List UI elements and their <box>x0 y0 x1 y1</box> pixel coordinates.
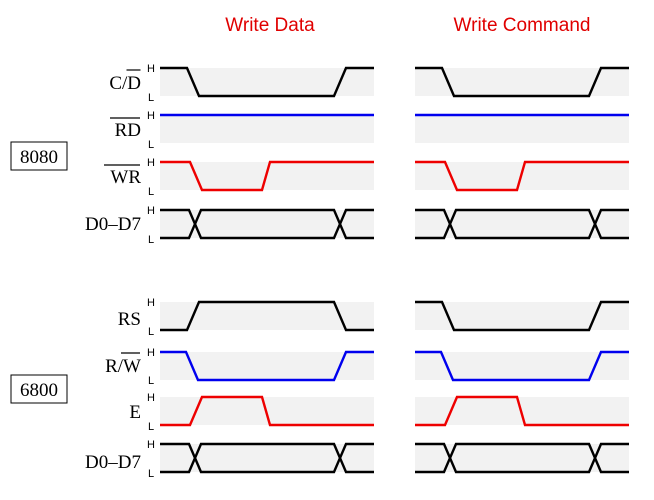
waveform-c-d-write-data <box>160 66 374 98</box>
waveform-wr-write-command <box>415 160 629 192</box>
signal-label-c-d: C/D <box>109 69 141 94</box>
waveform-rs-write-command <box>415 300 629 332</box>
signal-label-text: C/D <box>109 73 141 94</box>
svg-text:8080: 8080 <box>20 147 58 168</box>
signal-label-e: E <box>129 402 141 423</box>
low-mark: L <box>148 186 154 198</box>
column-title-write-command: Write Command <box>454 15 591 36</box>
high-mark: H <box>147 347 155 359</box>
waveform-rs-write-data <box>160 300 374 332</box>
low-mark: L <box>148 92 154 104</box>
signal-label-text: WR <box>110 167 141 188</box>
low-mark: L <box>148 234 154 246</box>
waveform-e-write-data <box>160 395 374 427</box>
signal-label-d0-d7-8080: D0–D7 <box>85 214 141 235</box>
high-mark: H <box>147 110 155 122</box>
signal-label-rd: RD <box>110 117 141 141</box>
low-mark: L <box>148 326 154 338</box>
high-mark: H <box>147 297 155 309</box>
waveform-e-write-command <box>415 395 629 427</box>
high-mark: H <box>147 63 155 75</box>
signal-label-text: R/W <box>105 356 141 377</box>
waveform-wr-write-data <box>160 160 374 192</box>
high-mark: H <box>147 439 155 451</box>
high-mark: H <box>147 205 155 217</box>
svg-text:6800: 6800 <box>20 380 58 401</box>
waveform-c-d-write-command <box>415 66 629 98</box>
group-label-8080: 8080 <box>10 141 68 171</box>
waveform-bus-6800-write-data <box>160 442 374 474</box>
signal-label-rs: RS <box>118 309 141 330</box>
waveform-bus-6800-write-command <box>415 442 629 474</box>
low-mark: L <box>148 139 154 151</box>
low-mark: L <box>148 375 154 387</box>
signal-label-d0-d7-6800: D0–D7 <box>85 452 141 473</box>
high-mark: H <box>147 157 155 169</box>
waveform-bus-8080-write-command <box>415 208 629 240</box>
level-marks: H L H L H L H L H L H L H L H L <box>147 63 155 480</box>
waveform-r-w-write-command <box>415 350 629 382</box>
column-title-write-data: Write Data <box>225 15 315 36</box>
low-mark: L <box>148 421 154 433</box>
waveform-r-w-write-data <box>160 350 374 382</box>
signal-label-r-w: R/W <box>105 352 141 377</box>
group-label-6800: 6800 <box>10 374 68 404</box>
high-mark: H <box>147 392 155 404</box>
waveform-bus-8080-write-data <box>160 208 374 240</box>
low-mark: L <box>148 468 154 480</box>
signal-label-text: RD <box>115 120 141 141</box>
signal-bands <box>160 68 629 472</box>
signal-label-wr: WR <box>104 164 141 188</box>
